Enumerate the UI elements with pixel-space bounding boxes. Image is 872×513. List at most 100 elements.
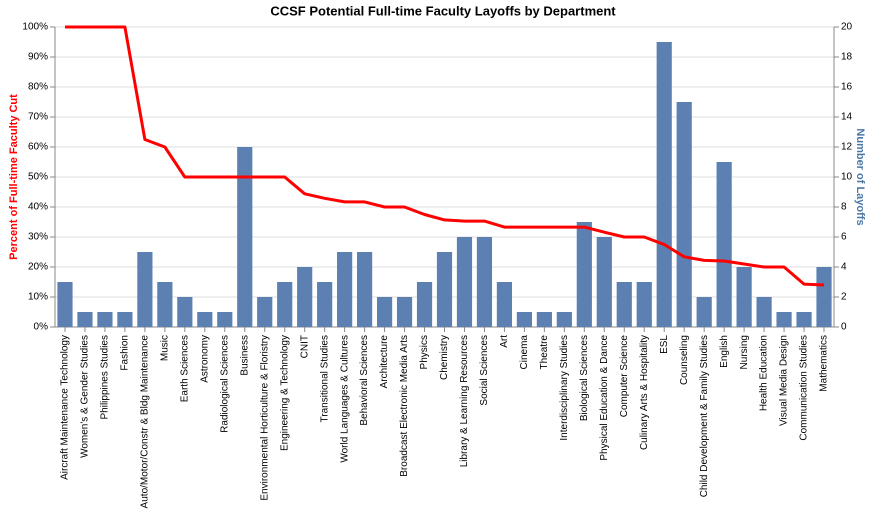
bar xyxy=(396,297,413,327)
x-tick-label: Physics xyxy=(419,335,430,369)
y2-tick-label: 0 xyxy=(841,322,847,333)
bar xyxy=(77,312,93,327)
bar xyxy=(57,282,73,327)
x-tick-label: Nursing xyxy=(739,335,750,369)
bar xyxy=(317,282,333,327)
y-tick-label: 100% xyxy=(22,22,48,33)
y2-tick-label: 8 xyxy=(841,202,847,213)
x-tick-label: Health Education xyxy=(759,335,770,411)
bar xyxy=(357,252,373,327)
x-tick-label: Social Sciences xyxy=(479,335,490,406)
line xyxy=(64,25,825,287)
x-tick-label: Fashion xyxy=(120,335,131,371)
y2-tick-label: 18 xyxy=(841,52,853,63)
x-tick-label: Communication Studies xyxy=(799,335,810,441)
y2-tick-label: 4 xyxy=(841,262,847,273)
x-tick-label: Art xyxy=(499,335,510,348)
bar xyxy=(237,147,253,327)
y-axis-title: Percent of Full-time Faculty Cut xyxy=(8,94,20,260)
bar xyxy=(257,297,273,327)
bar xyxy=(676,102,692,327)
x-tick-label: Transitional Studies xyxy=(319,335,330,422)
x-tick-label: Auto/Motor/Constr & Bldg Maintenance xyxy=(140,335,151,509)
bar xyxy=(796,312,812,327)
x-tick-label: Physical Education & Dance xyxy=(599,335,610,461)
y-tick-label: 10% xyxy=(28,292,48,303)
y-tick-label: 40% xyxy=(28,202,48,213)
bar xyxy=(736,267,752,327)
bar xyxy=(476,237,493,327)
x-tick-label: Child Development & Family Studies xyxy=(699,335,710,497)
y2-tick-label: 2 xyxy=(841,292,847,303)
y2-axis-title: Number of Layoffs xyxy=(854,128,866,225)
y2-tick-label: 14 xyxy=(841,112,853,123)
y2-tick-label: 16 xyxy=(841,82,853,93)
x-tick-label: Chemistry xyxy=(439,335,450,380)
y2-tick-label: 12 xyxy=(841,142,853,153)
x-tick-label: Earth Sciences xyxy=(179,335,190,402)
bar xyxy=(516,312,532,327)
y-tick-label: 30% xyxy=(28,232,48,243)
y-tick-label: 60% xyxy=(28,142,48,153)
bar xyxy=(217,312,233,327)
y-tick-label: 70% xyxy=(28,112,48,123)
bar xyxy=(177,297,193,327)
x-tick-label: Radiological Sciences xyxy=(219,335,230,433)
bar xyxy=(636,282,652,327)
bar xyxy=(576,222,592,327)
bar xyxy=(716,162,732,327)
y-tick-label: 90% xyxy=(28,52,48,63)
x-tick-label: Environmental Horticulture & Floristry xyxy=(259,335,270,501)
x-tick-label: Theatre xyxy=(539,335,550,370)
x-tick-label: Engineering & Technology xyxy=(279,335,290,451)
bar xyxy=(756,297,772,327)
x-tick-label: ESL xyxy=(659,335,670,354)
y2-tick-label: 6 xyxy=(841,232,847,243)
x-tick-label: Architecture xyxy=(379,335,390,389)
x-tick-label: Counseling xyxy=(679,335,690,385)
chart-title: CCSF Potential Full-time Faculty Layoffs… xyxy=(270,3,616,18)
y-tick-label: 80% xyxy=(28,82,48,93)
x-tick-label: Library & Learning Resources xyxy=(459,335,470,467)
bar xyxy=(297,267,313,327)
y-tick-label: 0% xyxy=(34,322,49,333)
x-tick-label: Aircraft Maintenance Technology xyxy=(60,335,71,480)
x-tick-label: World Languages & Cultures xyxy=(339,335,350,463)
bar xyxy=(456,237,473,327)
bar xyxy=(337,252,353,327)
bar xyxy=(556,312,572,327)
bar xyxy=(656,42,672,327)
x-tick-label: Culinary Arts & Hospitality xyxy=(639,335,650,450)
x-tick-label: Philippines Studies xyxy=(100,335,111,420)
bar xyxy=(776,312,792,327)
bar xyxy=(536,312,552,327)
y-tick-label: 20% xyxy=(28,262,48,273)
bar xyxy=(696,297,712,327)
bar xyxy=(376,297,393,327)
y2-tick-label: 10 xyxy=(841,172,853,183)
x-tick-label: Behavioral Sciences xyxy=(359,335,370,426)
bar xyxy=(157,282,173,327)
x-tick-label: Mathematics xyxy=(819,335,830,392)
bar xyxy=(137,252,153,327)
x-tick-label: English xyxy=(719,335,730,368)
x-tick-label: Visual Media Design xyxy=(779,335,790,426)
bar xyxy=(416,282,433,327)
x-tick-label: Computer Science xyxy=(619,335,630,418)
bar xyxy=(97,312,113,327)
bar xyxy=(496,282,513,327)
bar xyxy=(616,282,632,327)
x-tick-label: CNIT xyxy=(299,335,310,358)
bar xyxy=(117,312,133,327)
x-tick-label: Music xyxy=(159,335,170,361)
x-tick-label: Astronomy xyxy=(199,335,210,383)
x-tick-label: Business xyxy=(239,335,250,376)
x-tick-label: Women's & Gender Studies xyxy=(80,335,91,458)
bar xyxy=(197,312,213,327)
x-tick-label: Cinema xyxy=(519,335,530,370)
y-tick-label: 50% xyxy=(28,172,48,183)
x-tick-label: Interdisciplinary Studies xyxy=(559,335,570,441)
bar xyxy=(596,237,612,327)
